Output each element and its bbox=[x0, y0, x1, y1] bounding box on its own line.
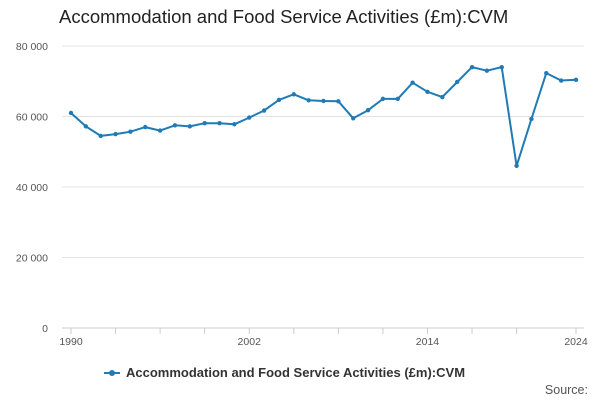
data-point bbox=[232, 122, 237, 127]
data-point bbox=[306, 98, 311, 103]
data-point bbox=[454, 79, 460, 85]
chart-title: Accommodation and Food Service Activitie… bbox=[59, 6, 509, 27]
x-tick-label: 2002 bbox=[238, 336, 262, 348]
data-point bbox=[380, 96, 386, 102]
x-axis: 1990 2002 2014 2024 bbox=[59, 327, 588, 348]
data-point bbox=[395, 96, 400, 102]
data-point bbox=[425, 89, 430, 95]
source-label: Source: bbox=[544, 383, 588, 397]
data-point bbox=[83, 124, 89, 129]
y-tick-label: 60 000 bbox=[16, 112, 48, 124]
data-point bbox=[410, 80, 415, 85]
data-point bbox=[172, 123, 178, 128]
data-point bbox=[351, 116, 356, 121]
data-point bbox=[499, 64, 504, 70]
data-point bbox=[469, 64, 475, 70]
x-tick-label: 2024 bbox=[564, 336, 588, 348]
data-point bbox=[529, 116, 534, 122]
gridlines bbox=[62, 45, 584, 258]
data-point bbox=[291, 92, 296, 97]
data-point bbox=[143, 124, 148, 130]
data-point bbox=[321, 98, 326, 104]
y-tick-label: 80 000 bbox=[16, 41, 48, 53]
data-point bbox=[128, 129, 133, 134]
legend-label: Accommodation and Food Service Activitie… bbox=[126, 365, 466, 380]
data-point bbox=[98, 133, 103, 139]
data-point bbox=[440, 94, 445, 100]
x-tick-label: 1990 bbox=[59, 336, 83, 348]
data-point bbox=[217, 120, 222, 126]
data-point bbox=[276, 97, 282, 103]
data-point bbox=[544, 70, 549, 76]
data-point bbox=[573, 77, 579, 83]
series-group bbox=[68, 64, 579, 169]
data-point bbox=[558, 78, 564, 83]
data-point bbox=[514, 163, 519, 169]
data-point bbox=[187, 124, 193, 129]
data-point bbox=[336, 99, 341, 104]
data-point bbox=[247, 115, 252, 120]
data-point bbox=[202, 120, 207, 126]
legend-line-marker-icon bbox=[104, 367, 120, 379]
x-tick-label: 2014 bbox=[416, 336, 440, 348]
data-point bbox=[261, 108, 267, 113]
y-tick-label: 20 000 bbox=[16, 253, 48, 265]
y-tick-label: 0 bbox=[42, 323, 48, 335]
data-point bbox=[113, 131, 118, 137]
data-point bbox=[484, 68, 490, 73]
y-tick-label: 40 000 bbox=[16, 182, 48, 194]
data-point bbox=[68, 110, 74, 116]
data-point bbox=[365, 107, 371, 113]
legend: Accommodation and Food Service Activitie… bbox=[104, 365, 465, 380]
y-axis-ticks: 0 20 000 40 000 60 000 80 000 bbox=[16, 41, 48, 335]
data-point bbox=[157, 128, 163, 133]
